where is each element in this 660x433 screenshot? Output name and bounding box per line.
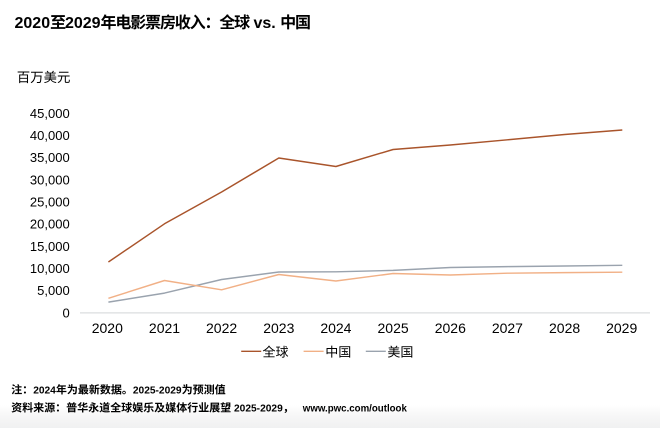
svg-text:5,000: 5,000 xyxy=(37,283,70,298)
svg-text:45,000: 45,000 xyxy=(30,106,70,121)
svg-text:2025-2029: 2025-2029 xyxy=(133,386,182,397)
svg-text:30,000: 30,000 xyxy=(30,172,70,187)
svg-text:2022: 2022 xyxy=(206,320,237,336)
svg-text:15,000: 15,000 xyxy=(30,239,70,254)
svg-text:10,000: 10,000 xyxy=(30,261,70,276)
svg-text:2027: 2027 xyxy=(492,320,523,336)
svg-text:2021: 2021 xyxy=(149,320,180,336)
svg-text:2025: 2025 xyxy=(378,320,409,336)
svg-text:25,000: 25,000 xyxy=(30,194,70,209)
svg-text:40,000: 40,000 xyxy=(30,128,70,143)
svg-text:2029: 2029 xyxy=(65,15,101,32)
svg-text:2028: 2028 xyxy=(549,320,580,336)
svg-text:2024: 2024 xyxy=(320,320,351,336)
svg-text:2020: 2020 xyxy=(92,320,123,336)
svg-text:2023: 2023 xyxy=(263,320,294,336)
svg-text:2020: 2020 xyxy=(15,15,51,32)
svg-text:20,000: 20,000 xyxy=(30,217,70,232)
svg-text:0: 0 xyxy=(62,305,69,320)
svg-text:2024: 2024 xyxy=(33,386,56,397)
svg-text:2026: 2026 xyxy=(435,320,466,336)
svg-text:vs.: vs. xyxy=(253,15,275,32)
svg-text:35,000: 35,000 xyxy=(30,150,70,165)
svg-text:2029: 2029 xyxy=(606,320,637,336)
